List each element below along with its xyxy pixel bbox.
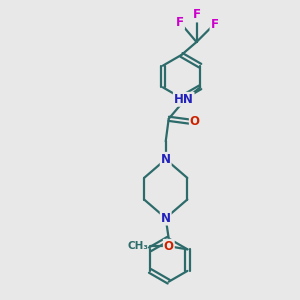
Text: F: F bbox=[176, 16, 184, 29]
Text: F: F bbox=[211, 17, 218, 31]
Text: N: N bbox=[161, 212, 171, 225]
Text: O: O bbox=[164, 240, 174, 253]
Text: F: F bbox=[193, 8, 200, 22]
Text: CH₃: CH₃ bbox=[128, 241, 149, 251]
Text: HN: HN bbox=[174, 93, 194, 106]
Text: N: N bbox=[161, 153, 171, 166]
Text: O: O bbox=[190, 115, 200, 128]
